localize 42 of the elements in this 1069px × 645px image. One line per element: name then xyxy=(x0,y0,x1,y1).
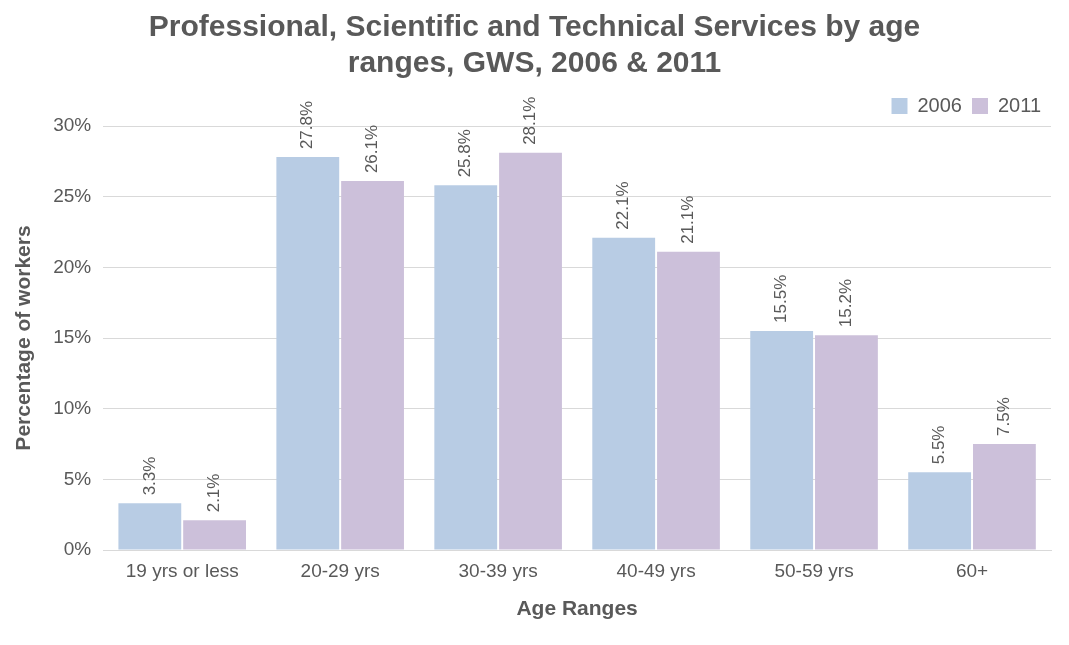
x-tick-label: 50-59 yrs xyxy=(774,559,854,581)
x-axis-title: Age Ranges xyxy=(516,596,638,620)
bar xyxy=(183,520,246,550)
legend-label: 2006 xyxy=(917,93,962,116)
data-label: 15.5% xyxy=(771,274,791,323)
data-label: 25.8% xyxy=(455,129,475,178)
bar xyxy=(750,330,814,550)
data-label: 21.1% xyxy=(678,195,698,244)
data-label: 5.5% xyxy=(929,425,949,465)
y-tick-label: 0% xyxy=(63,538,92,560)
bar xyxy=(908,472,972,550)
x-tick-label: 19 yrs or less xyxy=(125,559,239,581)
bar xyxy=(276,157,340,550)
bar xyxy=(972,444,1036,550)
y-axis-title: Percentage of workers xyxy=(11,225,35,451)
y-tick-label: 25% xyxy=(53,184,92,206)
y-tick-label: 15% xyxy=(53,326,92,348)
bar xyxy=(434,185,498,550)
data-label: 22.1% xyxy=(613,181,633,230)
data-label: 27.8% xyxy=(297,100,317,150)
chart-title: Professional, Scientific and Technical Services by age ranges, GWS, 2006 & 2011 xyxy=(147,8,922,80)
bar xyxy=(815,335,878,550)
bar xyxy=(657,251,720,550)
x-tick-label: 20-29 yrs xyxy=(300,559,380,581)
data-label: 3.3% xyxy=(139,456,159,496)
x-tick-label: 60+ xyxy=(955,559,989,581)
y-tick-label: 5% xyxy=(63,467,92,489)
data-label: 2.1% xyxy=(204,473,224,513)
y-tick-label: 20% xyxy=(53,255,92,277)
data-label: 28.1% xyxy=(520,96,540,145)
data-label: 26.1% xyxy=(362,124,382,174)
y-tick-label: 10% xyxy=(53,396,92,418)
bar xyxy=(341,181,404,550)
x-tick-label: 30-39 yrs xyxy=(458,559,538,581)
bar xyxy=(592,237,656,550)
bar xyxy=(499,152,562,550)
y-tick-label: 30% xyxy=(53,114,92,136)
data-label: 15.2% xyxy=(836,278,856,328)
bar xyxy=(118,503,182,550)
data-label: 7.5% xyxy=(994,397,1014,436)
x-tick-label: 40-49 yrs xyxy=(616,559,696,581)
legend-label: 2011 xyxy=(997,93,1042,116)
